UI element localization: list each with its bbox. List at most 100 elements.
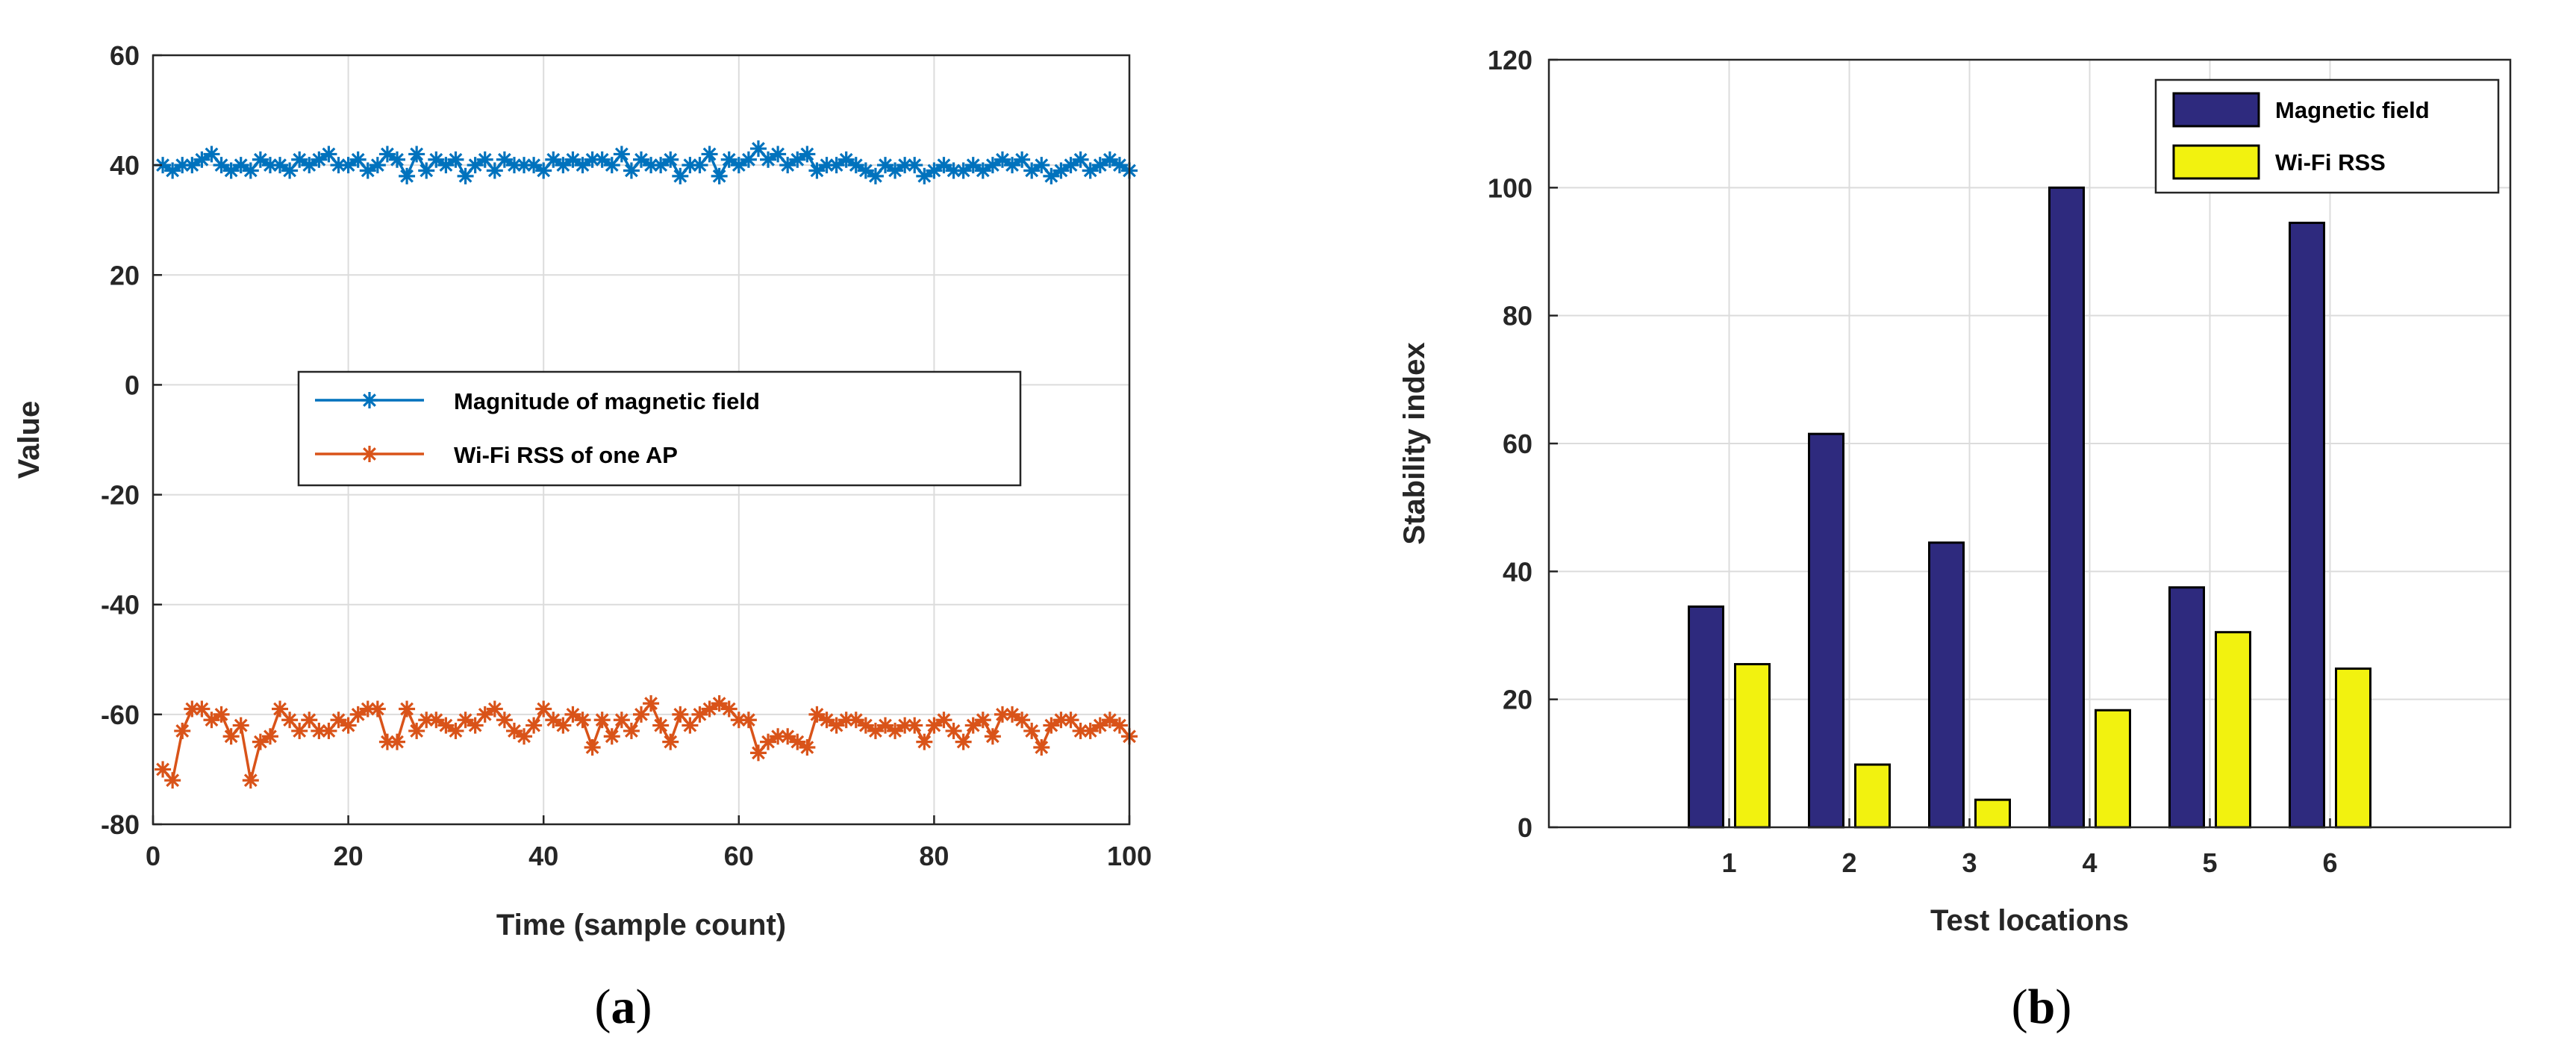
b-legend-label-0: Magnetic field <box>2275 97 2430 123</box>
a-series-0-point-66 <box>799 146 816 163</box>
a-series-0-point-65 <box>789 151 806 168</box>
a-series-0-point-52 <box>662 151 679 168</box>
a-series-0-point-88 <box>1014 151 1031 168</box>
b-bar-0-3 <box>2048 186 2085 829</box>
a-series-1-point-86 <box>994 706 1011 723</box>
a-series-0-point-41 <box>555 157 572 174</box>
a-series-0-point-97 <box>1101 151 1118 168</box>
a-series-1-point-26 <box>408 722 425 739</box>
a-series-1-point-57 <box>711 695 728 712</box>
a-plot-frame <box>152 54 1131 826</box>
a-series-1-point-38 <box>526 717 543 734</box>
a-x-tick-label-1: 20 <box>334 841 364 871</box>
a-legend: Magnitude of magnetic field Wi-Fi RSS of … <box>297 370 1022 487</box>
a-series-0-point-11 <box>261 157 278 174</box>
a-series-1-point-47 <box>613 712 630 729</box>
a-series-0-point-64 <box>779 157 796 174</box>
a-tick-labels: 0 20 40 60 80 100 -80 -60 -40 -20 0 20 40 60 <box>101 40 1152 871</box>
b-y-tick-label-3: 60 <box>1503 429 1532 459</box>
a-series-1-point-36 <box>505 722 523 739</box>
a-legend-label-0: Magnitude of magnetic field <box>454 388 760 414</box>
a-series-1-point-84 <box>974 712 991 729</box>
b-x-axis-label: Test locations <box>1930 904 2129 937</box>
a-series-1-point-9 <box>242 772 259 789</box>
a-y-tick-label-1: -60 <box>101 700 140 730</box>
b-y-tick-label-5: 100 <box>1488 172 1532 203</box>
a-y-axis-label: Value <box>13 401 46 479</box>
b-bar-0-1 <box>1808 432 1844 829</box>
a-series-1-point-85 <box>984 728 1001 745</box>
b-x-tick-label-5: 6 <box>2322 847 2337 878</box>
b-bar-1-5 <box>2335 667 2371 829</box>
b-plot-frame <box>1547 58 2512 829</box>
b-bar-0-4 <box>2168 586 2205 829</box>
b-bar-1-3 <box>2095 709 2131 829</box>
a-series-0-point-94 <box>1072 151 1089 168</box>
b-y-tick-label-4: 80 <box>1503 301 1532 332</box>
a-series-0-point-83 <box>964 157 982 174</box>
a-y-tick-label-5: 20 <box>110 260 140 290</box>
a-series-1-point-52 <box>662 733 679 750</box>
a-series-1-point-81 <box>945 722 962 739</box>
a-series-0-line <box>162 147 1130 178</box>
a-series-0-point-55 <box>691 157 708 174</box>
a-series-0-point-32 <box>467 157 484 174</box>
a-series-1-point-48 <box>623 722 640 739</box>
a-series-1-point-90 <box>1033 739 1050 756</box>
a-x-tick-label-3: 60 <box>724 841 754 871</box>
a-series-1-point-53 <box>672 706 689 723</box>
a-series-1-point-54 <box>682 717 699 734</box>
a-series-1-point-25 <box>399 700 416 718</box>
a-series-1-point-43 <box>574 712 591 729</box>
b-legend-box <box>2154 78 2500 194</box>
a-series-1-point-69 <box>828 717 845 734</box>
a-x-tick-label-0: 0 <box>146 841 160 871</box>
a-panel-letter: a <box>611 980 636 1034</box>
a-series-0-point-15 <box>301 157 318 174</box>
a-series-1-point-45 <box>593 712 611 729</box>
a-series-0-point-35 <box>496 151 513 168</box>
a-series-0 <box>155 140 1138 184</box>
a-series-1-point-44 <box>584 739 601 756</box>
a-series-1 <box>155 695 1138 789</box>
a-series-0-point-27 <box>418 162 435 179</box>
a-series-0-point-34 <box>486 162 503 179</box>
a-series-0-point-24 <box>389 151 405 168</box>
a-series-0-point-13 <box>281 162 299 179</box>
a-series-1-point-82 <box>955 733 972 750</box>
a-series-0-point-50 <box>643 157 660 174</box>
a-series-1-point-11 <box>261 728 278 745</box>
a-series-0-point-63 <box>770 146 787 163</box>
a-series-1-point-15 <box>301 712 318 729</box>
a-series-0-point-9 <box>242 162 259 179</box>
a-series-0-point-26 <box>408 146 425 163</box>
b-x-tick-label-0: 1 <box>1721 847 1736 878</box>
a-series-1-point-56 <box>701 700 718 718</box>
b-legend-swatch-1 <box>2172 144 2260 180</box>
a-series-1-point-22 <box>369 700 386 718</box>
a-series-1-point-39 <box>535 700 552 718</box>
b-bar-0-2 <box>1928 541 1965 829</box>
b-y-tick-label-1: 20 <box>1503 685 1532 715</box>
b-y-tick-label-0: 0 <box>1518 812 1532 843</box>
a-series-0-point-20 <box>349 151 367 168</box>
b-y-tick-label-6: 120 <box>1488 45 1532 75</box>
a-legend-box <box>297 370 1022 487</box>
a-series-1-point-93 <box>1062 712 1079 729</box>
a-series-1-point-80 <box>935 712 952 729</box>
a-series-0-point-56 <box>701 146 718 163</box>
a-y-tick-label-0: -80 <box>101 809 140 840</box>
a-series-1-point-37 <box>516 728 533 745</box>
a-series-1-point-66 <box>799 739 816 756</box>
b-bar-1-4 <box>2215 631 2251 829</box>
a-series-0-point-14 <box>291 151 308 168</box>
a-series-1-point-50 <box>643 695 660 712</box>
a-series-1-point-6 <box>213 706 230 723</box>
b-bar-1-0 <box>1734 663 1771 829</box>
a-series-1-point-24 <box>389 733 405 750</box>
b-x-tick-label-3: 4 <box>2082 847 2097 878</box>
a-series-0-point-3 <box>184 157 201 174</box>
a-series-1-point-14 <box>291 722 308 739</box>
a-series-1-point-34 <box>486 700 503 718</box>
